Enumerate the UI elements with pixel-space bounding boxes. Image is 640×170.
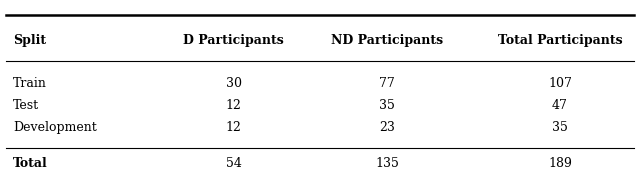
- Text: 54: 54: [226, 157, 241, 170]
- Text: Total: Total: [13, 157, 47, 170]
- Text: ND Participants: ND Participants: [331, 34, 444, 47]
- Text: Total Participants: Total Participants: [498, 34, 622, 47]
- Text: 12: 12: [226, 99, 241, 112]
- Text: 189: 189: [548, 157, 572, 170]
- Text: 35: 35: [552, 121, 568, 134]
- Text: 23: 23: [380, 121, 395, 134]
- Text: 30: 30: [226, 77, 242, 90]
- Text: 12: 12: [226, 121, 241, 134]
- Text: Development: Development: [13, 121, 97, 134]
- Text: 107: 107: [548, 77, 572, 90]
- Text: 47: 47: [552, 99, 568, 112]
- Text: D Participants: D Participants: [183, 34, 284, 47]
- Text: Test: Test: [13, 99, 39, 112]
- Text: 135: 135: [375, 157, 399, 170]
- Text: 77: 77: [380, 77, 395, 90]
- Text: Split: Split: [13, 34, 46, 47]
- Text: Train: Train: [13, 77, 47, 90]
- Text: 35: 35: [380, 99, 395, 112]
